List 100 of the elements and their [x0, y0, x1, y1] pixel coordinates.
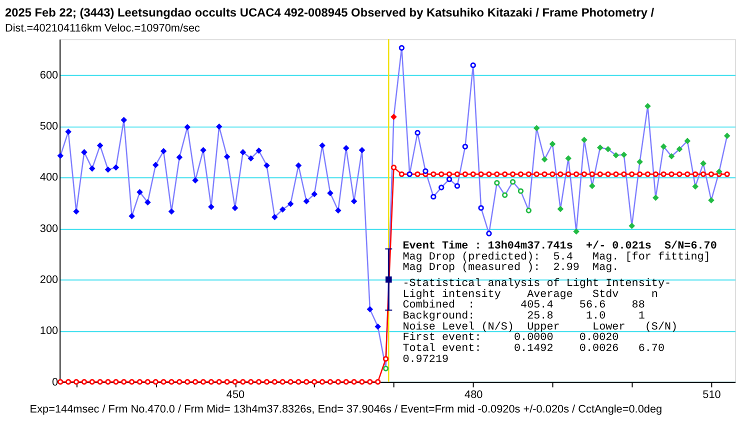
point [256, 148, 262, 154]
point [382, 366, 389, 372]
chart-subtitle: Dist.=402104116km Veloc.=10970m/sec [4, 22, 201, 35]
annotation: Mag Drop (predicted): 5.4 Mag. [for fitting] [402, 251, 710, 264]
point [358, 147, 366, 154]
point [684, 138, 691, 144]
point [152, 162, 159, 168]
annotation: Noise Level (N/S) Upper Lower (S/N) [402, 321, 678, 334]
point [628, 222, 635, 229]
point [438, 184, 444, 190]
point [81, 149, 88, 156]
point [557, 206, 564, 212]
point [692, 183, 698, 190]
point [430, 194, 436, 200]
text: Exp=144msec / Frm No.470.0 / Frm Mid= 13h4m37.8326s, End= 37.9046s / Event=Frm mid -0.0920s +/-0.020s / CctAngle=0.0deg [30, 404, 662, 416]
y-tick-label: 0 [52, 376, 58, 388]
point [366, 306, 374, 312]
point [716, 168, 722, 175]
point [724, 132, 730, 139]
point [386, 276, 392, 283]
point [248, 155, 254, 162]
point [604, 146, 612, 152]
point [494, 180, 500, 186]
point [168, 208, 175, 215]
annotation: Event Time : 13h04m37.741s +/- 0.021s S/N=6.70 [402, 240, 717, 253]
annotation: -Statistical analysis of Light Intensity- [402, 278, 672, 290]
point [240, 149, 246, 156]
point [232, 204, 238, 212]
point [136, 188, 143, 196]
point [104, 166, 112, 173]
point [526, 208, 532, 214]
point [57, 152, 64, 159]
point [636, 158, 643, 166]
point [264, 162, 270, 169]
x-tick-label: 510 [702, 389, 721, 402]
y-tick-label: 200 [40, 274, 58, 286]
y-tick-label: 500 [40, 120, 58, 133]
point [311, 190, 318, 198]
point [652, 194, 659, 201]
point [644, 103, 651, 110]
point [596, 144, 604, 151]
point [144, 199, 151, 206]
x-tick-label: 450 [226, 389, 245, 402]
point [676, 146, 683, 152]
annotation: Mag Drop (measured ): 2.99 Mag. [402, 262, 619, 274]
point [96, 142, 104, 149]
point [581, 136, 588, 144]
point [708, 197, 714, 204]
point [342, 144, 350, 152]
point [398, 45, 405, 51]
point [612, 152, 620, 158]
point [510, 179, 516, 185]
point [390, 114, 397, 120]
annotation: Background: 25.8 1.0 1 [402, 310, 646, 322]
point [327, 190, 334, 196]
point [176, 154, 183, 160]
point [374, 323, 382, 330]
point [224, 154, 230, 160]
x-tick-label: 480 [464, 389, 483, 402]
point [160, 148, 167, 154]
point [192, 177, 198, 184]
point [454, 183, 460, 189]
point [319, 142, 326, 149]
point [478, 205, 484, 211]
point [335, 207, 342, 214]
annotation: 0.97219 [402, 354, 449, 366]
y-tick-label: 100 [40, 325, 58, 338]
y-tick-label: 400 [40, 172, 58, 184]
point [620, 152, 628, 158]
annotation: Light intensity Average Stdv n [402, 288, 658, 301]
point [573, 228, 580, 235]
point [668, 153, 675, 160]
point [462, 144, 468, 150]
point [533, 125, 540, 132]
point [200, 147, 206, 154]
point [120, 116, 128, 124]
point [565, 155, 572, 162]
point [279, 206, 286, 213]
point [272, 214, 278, 220]
point [422, 168, 428, 174]
point [216, 123, 222, 130]
point [541, 156, 548, 162]
y-tick-label: 300 [40, 222, 58, 235]
point [414, 130, 420, 136]
point [486, 230, 492, 236]
point [208, 204, 214, 210]
point [65, 128, 72, 135]
annotation: Combined : 405.4 56.6 88 [402, 300, 645, 312]
point [350, 198, 358, 204]
annotation: Total event: 0.1492 0.0026 6.70 [402, 342, 665, 355]
point [518, 188, 524, 194]
point [589, 182, 596, 190]
point [128, 212, 135, 220]
point [660, 143, 667, 150]
point [502, 192, 508, 198]
point [184, 124, 191, 130]
chart-title: 2025 Feb 22; (3443) Leetsungdao occults UCAC4 492-008945 Observed by Katsuhiko Kitazaki / Frame Photometry / [4, 6, 655, 20]
point [112, 164, 120, 171]
point [470, 62, 476, 68]
y-tick-label: 600 [40, 69, 58, 82]
